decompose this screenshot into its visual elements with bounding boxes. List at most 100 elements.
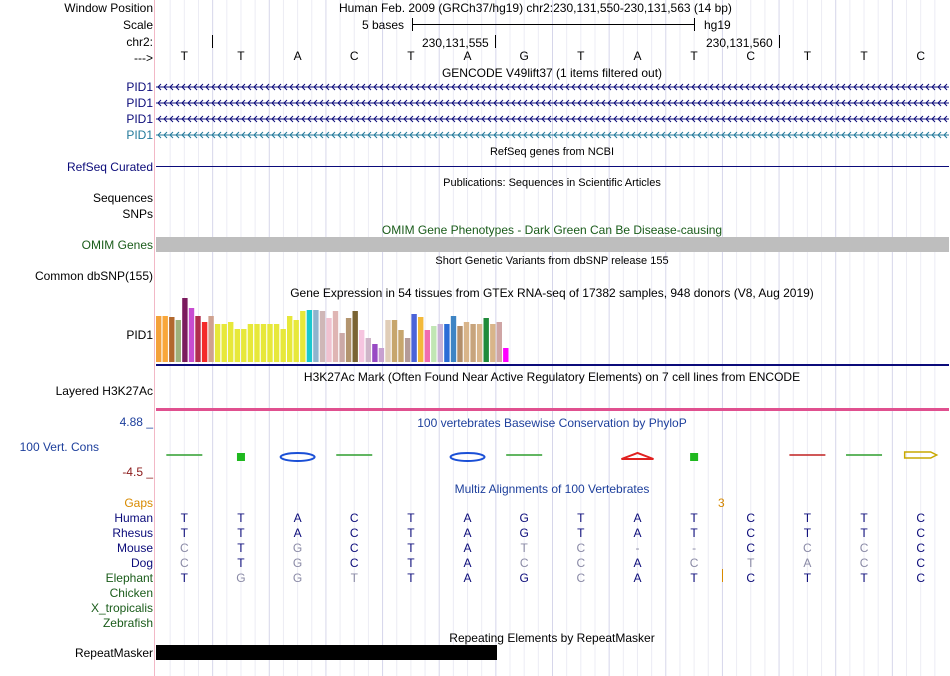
multiz-species-label[interactable]: Rhesus [112,526,153,540]
repeatmasker-track-label[interactable]: RepeatMasker [74,646,153,660]
gtex-tissue-bar[interactable] [352,311,358,362]
strand-chevron [499,131,504,139]
refseq-gene-line[interactable] [156,166,949,167]
strand-chevron [631,99,636,107]
multiz-species-label[interactable]: X_tropicalis [90,601,153,615]
gtex-tissue-bar[interactable] [169,317,175,362]
gtex-tissue-bar[interactable] [254,324,260,362]
gtex-tissue-bar[interactable] [411,314,417,362]
gtex-tissue-bar[interactable] [418,317,424,362]
gtex-tissue-bar[interactable] [345,318,352,362]
gtex-tissue-bar[interactable] [214,324,221,362]
gtex-tissue-bar[interactable] [306,310,313,362]
gtex-tissue-bar[interactable] [247,324,254,362]
gtex-tissue-bar[interactable] [241,329,247,362]
strand-chevron [499,99,504,107]
multiz-species-label[interactable]: Elephant [105,571,153,585]
gtex-tissue-bar[interactable] [208,316,214,362]
gtex-tissue-bar[interactable] [359,330,365,362]
gtex-tissue-bar[interactable] [228,322,234,362]
gtex-tissue-bar[interactable] [444,324,450,362]
gtex-tissue-bar[interactable] [332,311,339,362]
h3k27ac-signal[interactable] [156,408,949,411]
gtex-tissue-bar[interactable] [339,333,345,362]
gtex-tissue-bar[interactable] [476,324,483,362]
gencode-transcript-3[interactable] [156,112,949,126]
gtex-tissue-bar[interactable] [503,348,509,362]
multiz-base: C [576,556,586,570]
gtex-tissue-bar[interactable] [156,316,162,362]
gtex-tissue-bar[interactable] [365,338,371,362]
gencode-transcript-4[interactable] [156,128,949,142]
gtex-tissue-bar[interactable] [372,344,378,362]
gtex-tissue-bar[interactable] [313,310,319,362]
strand-chevron [547,131,552,139]
gtex-tissue-bar[interactable] [391,320,398,362]
gtex-track-label[interactable]: PID1 [126,328,153,342]
gtex-tissue-bar[interactable] [195,316,201,362]
strand-chevron [391,131,396,139]
gtex-tissue-bar[interactable] [273,324,280,362]
gtex-tissue-bar[interactable] [437,324,443,362]
gtex-tissue-bar[interactable] [280,329,286,362]
h3k27ac-track-label[interactable]: Layered H3K27Ac [55,384,153,398]
strand-chevron [697,99,702,107]
omim-track-label[interactable]: OMIM Genes [81,238,153,252]
gencode-item-label[interactable]: PID1 [126,128,153,142]
gtex-tissue-bar[interactable] [450,316,457,362]
gtex-tissue-bar[interactable] [385,320,391,362]
gtex-tissue-bar[interactable] [319,311,326,362]
gtex-tissue-bar[interactable] [182,298,188,362]
gtex-tissue-bar[interactable] [431,326,437,362]
gencode-item-label[interactable]: PID1 [126,112,153,126]
gtex-tissue-bar[interactable] [201,322,208,362]
gtex-tissue-bar[interactable] [162,316,168,362]
gtex-tissue-bar[interactable] [496,322,502,362]
multiz-species-label[interactable]: Mouse [116,541,153,555]
strand-chevron [247,131,252,139]
gencode-item-label[interactable]: PID1 [126,96,153,110]
gtex-tissue-bar[interactable] [300,311,306,362]
gencode-item-label[interactable]: PID1 [126,80,153,94]
multiz-species-label[interactable]: Zebrafish [102,616,153,630]
gtex-tissue-bar[interactable] [490,324,496,362]
gtex-tissue-bar[interactable] [234,329,240,362]
gtex-tissue-bar[interactable] [470,324,476,362]
gtex-tissue-bar[interactable] [404,338,411,362]
conservation-track-label[interactable]: 100 Vert. Cons [19,440,99,454]
gencode-transcript-2[interactable] [156,96,949,110]
dbsnp-track-label[interactable]: Common dbSNP(155) [34,269,153,283]
gtex-tissue-bar[interactable] [260,324,267,362]
gtex-tissue-bar[interactable] [398,330,404,362]
gtex-tissue-bar[interactable] [378,348,385,362]
gtex-tissue-bar[interactable] [287,316,293,362]
gtex-tissue-bar[interactable] [267,324,273,362]
multiz-species-label[interactable]: Chicken [109,586,153,600]
gtex-tissue-bar[interactable] [424,330,430,362]
multiz-species-label[interactable]: Dog [130,556,153,570]
reference-base: A [463,49,472,63]
gtex-tissue-bar[interactable] [326,318,332,362]
gtex-expression-chart[interactable] [156,298,536,364]
repeatmasker-element[interactable] [156,645,497,660]
multiz-species-label[interactable]: Human [114,511,153,525]
strand-chevron [307,99,312,107]
gtex-tissue-bar[interactable] [175,320,181,362]
strand-chevron [529,83,534,91]
snps-label[interactable]: SNPs [122,207,153,221]
gtex-tissue-bar[interactable] [221,324,227,362]
gaps-label[interactable]: Gaps [124,496,153,510]
strand-chevron [787,115,792,123]
gtex-tissue-bar[interactable] [188,308,195,362]
gtex-tissue-bar[interactable] [457,326,463,362]
gencode-transcript-1[interactable] [156,80,949,94]
gtex-tissue-bar[interactable] [293,320,299,362]
strand-chevron [739,99,744,107]
gtex-tissue-bar[interactable] [483,318,489,362]
omim-phenotype-bar[interactable] [156,237,949,252]
sequences-label[interactable]: Sequences [92,191,153,205]
conservation-signal[interactable] [156,446,949,468]
gtex-tissue-bar[interactable] [463,322,470,362]
refseq-track-label[interactable]: RefSeq Curated [66,160,153,174]
